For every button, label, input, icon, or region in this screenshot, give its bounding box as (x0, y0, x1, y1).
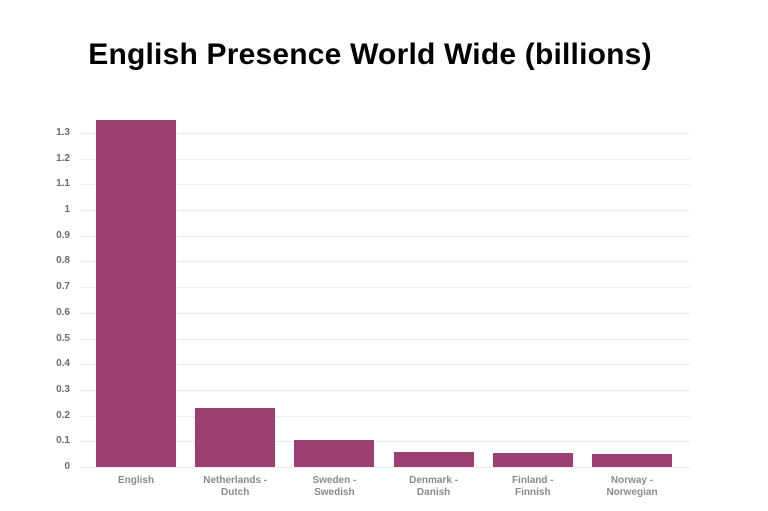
gridline (80, 132, 690, 134)
y-tick-label: 1.1 (56, 178, 70, 190)
gridline (80, 389, 690, 391)
gridline (80, 261, 690, 263)
x-tick-label: Denmark - Danish (409, 475, 459, 498)
y-tick-label: 0.4 (56, 358, 70, 370)
bar-denmark-danish (393, 452, 474, 467)
y-tick-label: 0.7 (56, 281, 70, 293)
x-tick-label: Finland - Finnish (511, 475, 554, 498)
bar-netherlands-dutch (195, 407, 276, 467)
x-tick-label: Sweden - Swedish (312, 475, 357, 498)
gridline (80, 210, 690, 211)
bar-english (96, 120, 176, 467)
bar-sweden-swedish (294, 440, 375, 467)
y-tick-label: 0 (64, 461, 70, 472)
y-tick-label: 1.3 (56, 126, 70, 138)
y-tick-label: 0.2 (56, 409, 70, 421)
gridline (80, 364, 690, 366)
x-tick-label: Netherlands - Dutch (203, 475, 268, 498)
y-tick-label: 0.9 (56, 229, 70, 241)
y-tick-label: 1.2 (56, 152, 70, 164)
y-tick-label: 0.3 (56, 383, 70, 395)
gridline (80, 287, 690, 289)
gridline (80, 158, 690, 160)
gridline (80, 235, 690, 237)
gridline (80, 338, 690, 340)
y-tick-label: 0.1 (56, 435, 70, 447)
gridline (80, 467, 690, 468)
y-tick-label: 0.8 (56, 255, 70, 267)
x-tick-label: English (117, 475, 155, 486)
y-tick-label: 0.5 (56, 332, 70, 344)
gridline (80, 441, 690, 443)
bar-norway-norwegian (592, 454, 672, 467)
gridline (80, 415, 690, 417)
gridline (80, 184, 690, 186)
gridline (80, 312, 690, 314)
y-tick-label: 1 (64, 204, 70, 215)
bar-finland-finnish (492, 452, 573, 467)
chart-title: English Presence World Wide (billions) (88, 38, 652, 71)
y-tick-label: 0.6 (56, 306, 70, 318)
x-tick-label: Norway - Norwegian (606, 475, 658, 498)
